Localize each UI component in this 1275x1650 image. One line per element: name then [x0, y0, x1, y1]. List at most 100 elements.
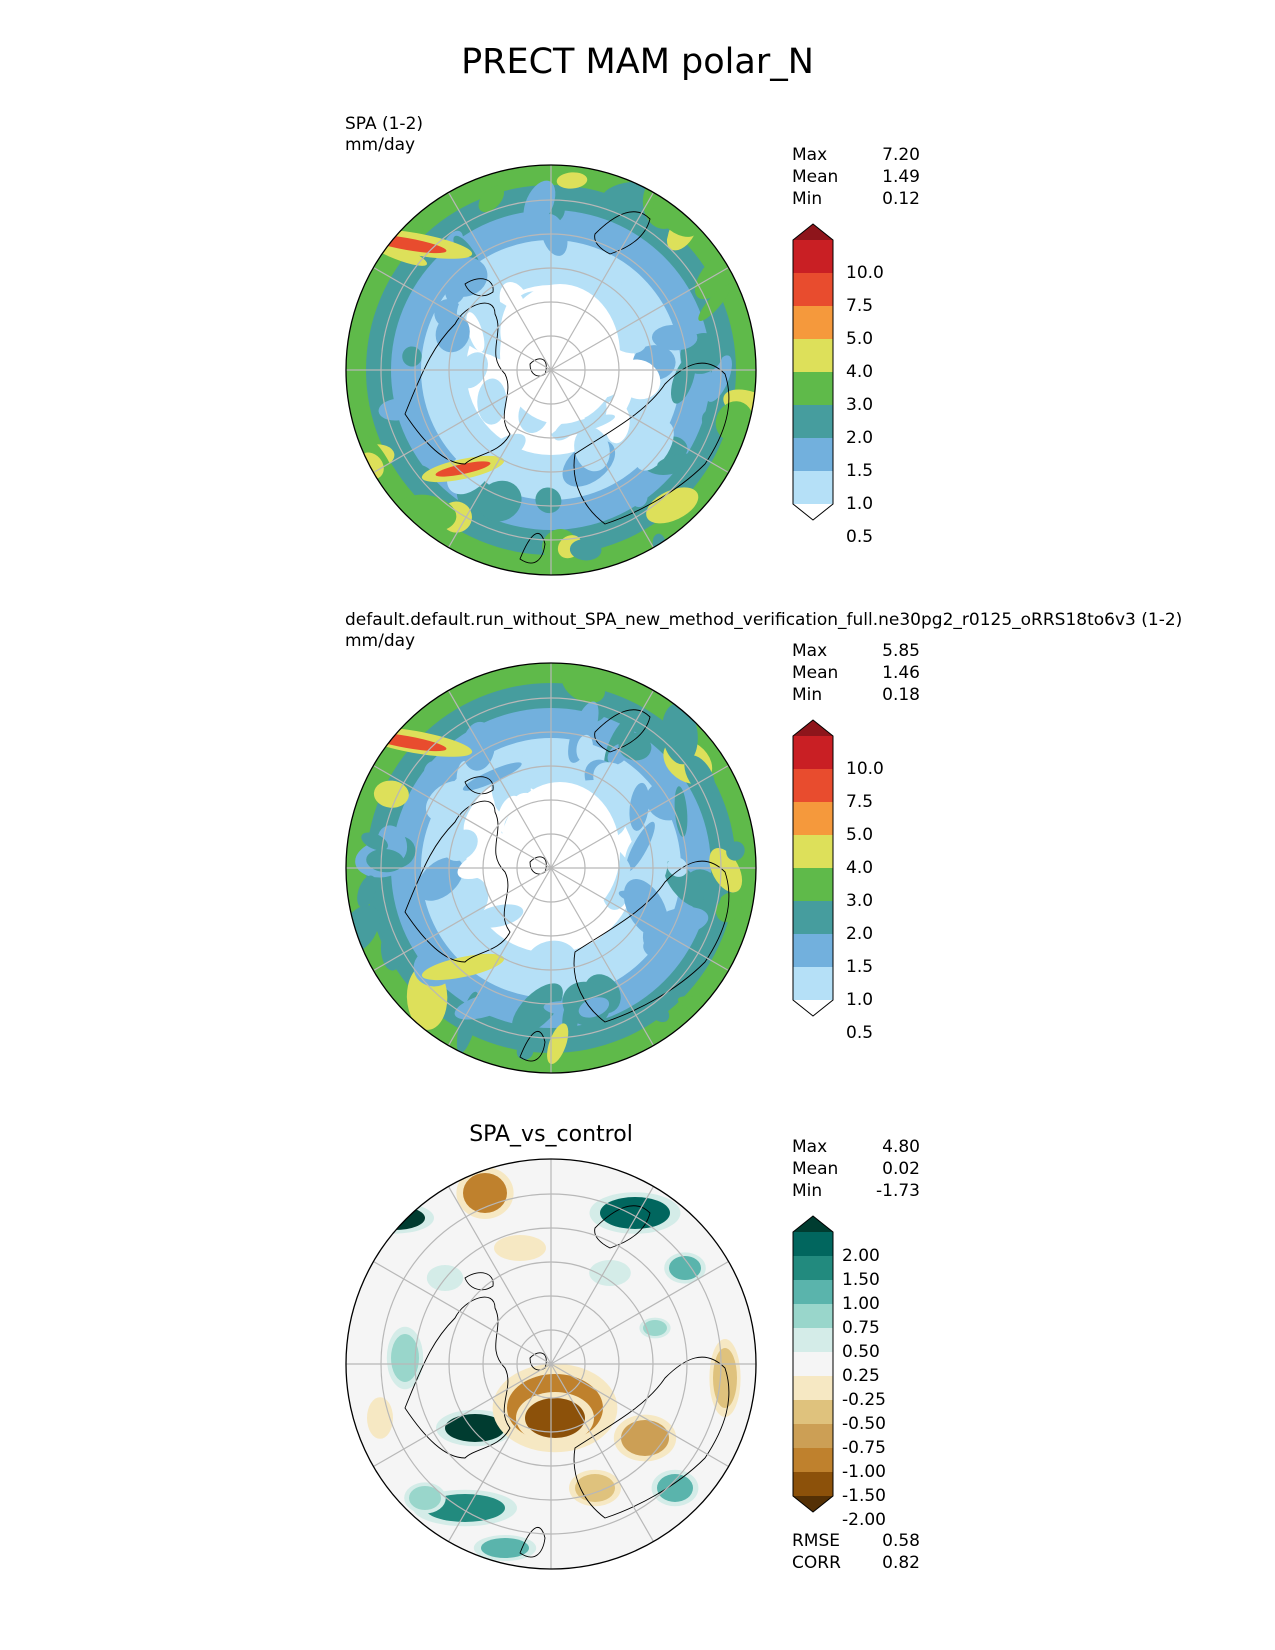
field-blob — [478, 185, 505, 213]
cbar-tick: 5.0 — [846, 329, 874, 349]
cbar-segment — [793, 1352, 833, 1377]
field-blob — [454, 890, 472, 909]
panel-3-title: SPA_vs_control — [469, 1122, 633, 1147]
graticule — [346, 165, 756, 575]
meridian-line — [550, 867, 655, 1046]
field-blob — [652, 192, 700, 237]
meridian-line — [373, 867, 552, 972]
cbar-segment — [793, 438, 833, 472]
stat-max: Max 5.85 — [792, 641, 920, 661]
cbar-tick: 1.5 — [846, 461, 874, 481]
cbar-tick: -0.25 — [842, 1390, 886, 1410]
panel-3-colorbar-ticks: 2.00 1.50 1.00 0.75 0.50 0.25 -0.25 -0.5… — [842, 1216, 906, 1530]
cbar-tick: -1.00 — [842, 1462, 886, 1482]
panel-2-label: default.default.run_without_SPA_new_meth… — [345, 610, 1182, 652]
meridian-line — [550, 369, 729, 474]
cbar-segment — [793, 1448, 833, 1473]
cbar-tick: 2.00 — [842, 1246, 880, 1266]
field-blob — [600, 1197, 670, 1229]
metric-rmse: RMSE 0.58 — [792, 1531, 920, 1551]
cbar-segment — [793, 1304, 833, 1329]
field-blob — [435, 461, 491, 477]
field-blob — [361, 832, 388, 851]
cbar-tick: 2.0 — [846, 924, 874, 944]
cbar-tick: 1.5 — [846, 957, 874, 977]
cbar-under-extension — [793, 504, 833, 520]
field-blob — [373, 780, 409, 808]
stat-max: Max 4.80 — [792, 1137, 920, 1157]
cbar-tick: 3.0 — [846, 891, 874, 911]
cbar-outline — [792, 223, 834, 521]
cbar-over-extension — [793, 720, 833, 736]
cbar-segment — [793, 868, 833, 902]
map-boundary — [345, 1158, 757, 1570]
map-field — [346, 1159, 756, 1569]
meridian-line — [550, 764, 729, 869]
meridian-line — [550, 1186, 655, 1365]
cbar-tick: 5.0 — [846, 825, 874, 845]
field-blob — [462, 762, 522, 791]
field-blob — [715, 401, 753, 442]
field-blob — [705, 355, 732, 402]
field-blob — [473, 904, 524, 928]
field-blob — [444, 257, 470, 305]
meridian-line — [550, 1363, 655, 1542]
field-blob — [500, 749, 555, 795]
cbar-tick: 1.0 — [846, 494, 874, 514]
field-blob — [657, 1474, 693, 1502]
cbar-over-extension — [793, 224, 833, 240]
cbar-tick: 0.50 — [842, 1342, 880, 1362]
field-blob — [378, 398, 416, 421]
cbar-tick: 1.00 — [842, 1294, 880, 1314]
meridian-line — [447, 1363, 552, 1542]
cbar-segment — [793, 736, 833, 770]
field-blob — [657, 453, 699, 469]
field-blob — [409, 1486, 441, 1510]
field-blob — [561, 666, 605, 704]
cbar-outline — [792, 1215, 834, 1513]
field-blob — [425, 780, 472, 822]
cbar-tick: 7.5 — [846, 792, 874, 812]
field-blob — [466, 312, 485, 352]
panel-3-stats: Max 4.80 Mean 0.02 Min -1.73 — [792, 1136, 920, 1202]
stat-min: Min -1.73 — [792, 1181, 920, 1201]
cbar-tick: 0.5 — [846, 527, 874, 547]
cbar-tick: 2.0 — [846, 428, 874, 448]
field-blob — [726, 841, 745, 861]
field-blob — [569, 538, 602, 561]
field-blob — [669, 1256, 701, 1280]
field-blob — [357, 875, 377, 908]
meridian-line — [447, 369, 552, 548]
cbar-tick: 1.0 — [846, 990, 874, 1010]
cbar-segment — [793, 306, 833, 340]
stat-mean: Mean 0.02 — [792, 1159, 920, 1179]
panel-2-units: mm/day — [345, 631, 416, 651]
field-blob — [444, 829, 478, 862]
meridian-line — [373, 266, 552, 371]
meridian-line — [550, 867, 729, 972]
meridian-line — [447, 1186, 552, 1365]
stat-min: Min 0.12 — [792, 189, 920, 209]
graticule — [346, 663, 756, 1073]
panel-2-colorbar-ticks: 10.0 7.5 5.0 4.0 3.0 2.0 1.5 1.0 0.5 — [846, 720, 906, 1043]
field-blob — [547, 1023, 569, 1065]
field-blob — [594, 1263, 626, 1283]
field-blob — [670, 355, 696, 404]
field-blob — [380, 928, 403, 971]
meridian-line — [550, 1260, 729, 1365]
meridian-line — [447, 192, 552, 371]
field-blob — [421, 953, 505, 981]
meridian-line — [447, 867, 552, 1046]
meridian-line — [373, 764, 552, 869]
field-blob — [642, 911, 675, 952]
coastlines — [404, 709, 730, 1062]
cbar-tick: 7.5 — [846, 296, 874, 316]
panel-2-colorbar — [792, 719, 834, 1017]
field-blob — [630, 487, 648, 508]
cbar-segment — [793, 1232, 833, 1257]
cbar-tick: 10.0 — [846, 759, 884, 779]
panel-1-colorbar — [792, 223, 834, 521]
panel-3-polar-map — [345, 1158, 757, 1570]
meridian-line — [373, 1363, 552, 1468]
cbar-segment — [793, 1424, 833, 1449]
